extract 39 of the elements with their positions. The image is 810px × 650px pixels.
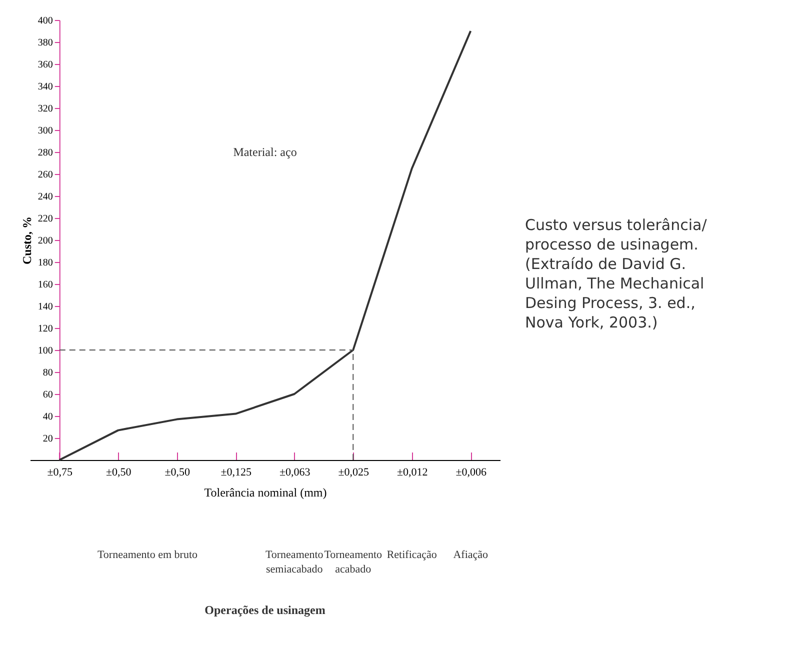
text: Retificação [386, 549, 438, 561]
y-tick-label: 260 [38, 170, 53, 180]
y-tick-label: 380 [38, 38, 53, 48]
y-tick-label: 200 [38, 236, 53, 246]
y-tick-label: 360 [38, 60, 53, 70]
y-tick-label: 80 [42, 368, 53, 378]
y-tick-label: 100 [38, 346, 53, 356]
x-tick-label: ±0,012 [396, 466, 428, 478]
y-tick-label: 20 [42, 434, 53, 444]
y-tick-label: 240 [38, 192, 53, 202]
y-tick-label: 40 [42, 412, 53, 422]
text: Torneamento em bruto [97, 549, 198, 561]
x-tick-label: ±0,125 [220, 466, 252, 478]
y-tick-label: 340 [38, 82, 53, 92]
text: Torneamento acabado [324, 549, 383, 576]
x-tick-label: ±0,025 [338, 466, 370, 478]
x-axis-title: Tolerância nominal (mm) [204, 486, 327, 500]
x-tick-label: ±0,75 [47, 466, 74, 478]
text: Afiação [453, 549, 489, 561]
y-tick-label: 220 [38, 214, 53, 224]
y-tick-label: 180 [38, 258, 53, 268]
y-tick-label: 320 [38, 104, 53, 114]
text: Custo versus tolerância/ processo de usinagem. (Extraído de David G. Ullman, The Mechanical Desing Process, 3. ed., Nova York, 2003.) [525, 216, 708, 332]
text: Torneamento semiacabado [265, 549, 324, 576]
y-tick-label: 60 [42, 390, 53, 400]
annotation: Material: aço [233, 145, 297, 159]
y-axis-title: Custo, % [20, 216, 34, 265]
y-tick-label: 400 [38, 16, 53, 26]
y-tick-label: 160 [38, 280, 53, 290]
line-series [58, 30, 472, 461]
x-tick-label: ±0,50 [164, 466, 191, 478]
y-tick-label: 120 [38, 324, 53, 334]
y-tick-label: 140 [38, 302, 53, 312]
text: Operações de usinagem [204, 603, 326, 617]
x-tick-label: ±0,50 [106, 466, 132, 478]
x-tick-label: ±0,063 [279, 466, 311, 478]
y-tick-label: 300 [38, 126, 53, 136]
y-tick-label: 280 [38, 148, 53, 158]
x-tick-label: ±0,006 [456, 466, 488, 478]
